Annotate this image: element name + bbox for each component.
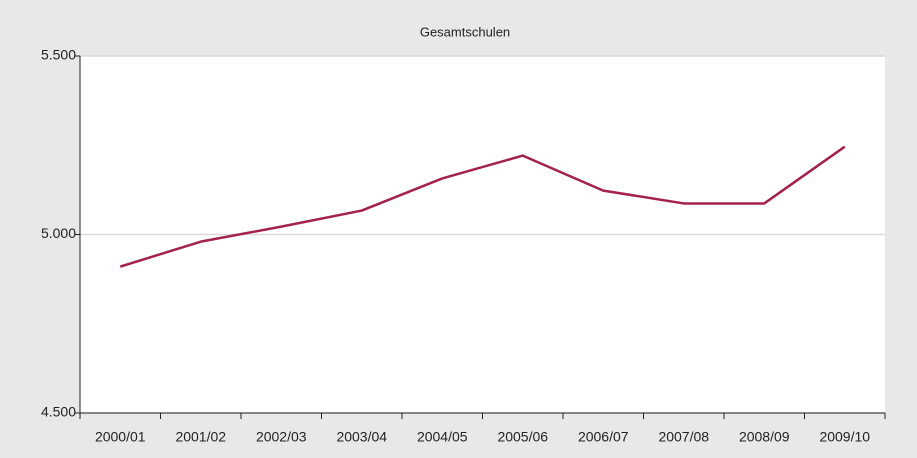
- x-tick-label: 2003/04: [336, 429, 387, 445]
- line-series: [119, 145, 846, 268]
- x-tick-label: 2002/03: [256, 429, 307, 445]
- y-tick-label: 5.000: [41, 225, 76, 241]
- chart-title: Gesamtschulen: [420, 24, 510, 39]
- y-tick-label: 4.500: [41, 404, 76, 420]
- x-tick-label: 2007/08: [658, 429, 709, 445]
- x-tick-label: 2004/05: [417, 429, 468, 445]
- x-tick-label: 2008/09: [739, 429, 790, 445]
- x-tick-label: 2009/10: [819, 429, 870, 445]
- y-tick-label: 5.500: [41, 47, 76, 63]
- x-tick-label: 2000/01: [95, 429, 146, 445]
- x-tick-label: 2005/06: [497, 429, 548, 445]
- x-tick-label: 2001/02: [175, 429, 226, 445]
- x-tick-label: 2006/07: [578, 429, 629, 445]
